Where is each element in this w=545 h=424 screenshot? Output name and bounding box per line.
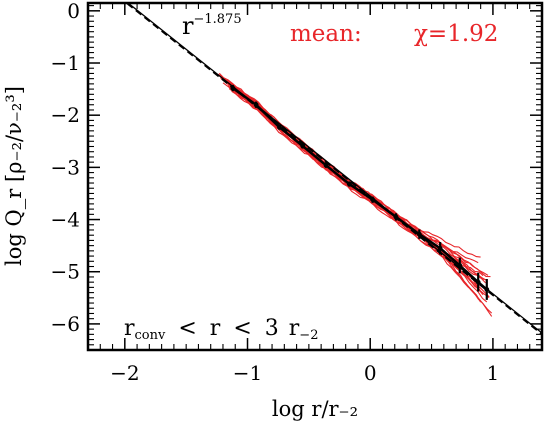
mean-point-9 (437, 245, 443, 251)
range-r3: r (289, 316, 300, 341)
mean-point-12 (484, 287, 490, 292)
range-r3-sub: −2 (299, 328, 318, 343)
chi-label: χ=1.92 (414, 21, 498, 47)
mean-point-3 (300, 143, 306, 149)
x-tick-label-3: 1 (487, 361, 500, 385)
plot-frame (86, 1, 544, 352)
mean-label: mean: (290, 21, 362, 47)
range-lt2: < (233, 316, 251, 341)
x-axis-label: log r/r₋₂ (272, 397, 358, 421)
y-axis-label: log Q_r [ρ₋₂/ν₋₂³] (2, 86, 26, 266)
range-r2: r (210, 316, 221, 341)
y-tick-label-3: −3 (51, 155, 80, 179)
mean-point-1 (253, 102, 259, 108)
mean-point-8 (416, 231, 422, 237)
axis-ticks (87, 3, 543, 351)
range-label: rconv < r <3 r−2 (124, 316, 318, 343)
y-tick-label-0: 0 (67, 0, 80, 23)
mean-point-6 (370, 197, 376, 203)
mean-point-5 (346, 181, 352, 187)
mean-point-0 (230, 85, 236, 91)
tick-labels: −2 −1 0 1 0 −1 −2 −3 −4 −5 −6 (51, 0, 500, 385)
mean-point-11 (475, 279, 481, 285)
range-r1-sub: conv (135, 328, 166, 343)
x-tick-label-2: 0 (364, 361, 377, 385)
y-tick-label-2: −2 (51, 103, 80, 127)
y-tick-label-6: −6 (51, 312, 80, 336)
mean-point-7 (393, 214, 399, 220)
range-r1: r (124, 316, 135, 341)
y-tick-label-4: −4 (51, 208, 80, 232)
mean-point-10 (457, 263, 463, 268)
profile-line-15 (218, 72, 481, 258)
y-tick-label-1: −1 (51, 51, 80, 75)
range-num: 3 (265, 316, 279, 341)
mean-point-2 (277, 124, 282, 130)
power-law-label: r−1.875 (182, 12, 242, 40)
power-law-exponent: −1.875 (193, 12, 241, 27)
power-law-base: r (182, 12, 194, 40)
mean-point-4 (323, 162, 329, 168)
x-tick-label-1: −1 (233, 361, 262, 385)
range-lt1: < (178, 316, 196, 341)
y-tick-label-5: −5 (51, 260, 80, 284)
profile-line-3 (228, 88, 482, 303)
x-tick-label-0: −2 (110, 361, 139, 385)
